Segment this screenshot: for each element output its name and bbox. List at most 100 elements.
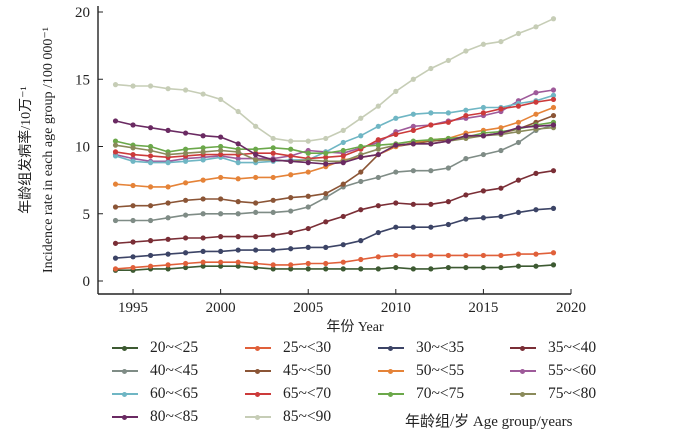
- data-point: [112, 266, 119, 272]
- data-point: [200, 91, 206, 97]
- legend-label: 85~<90: [283, 408, 332, 425]
- data-point: [235, 156, 241, 162]
- x-tick-label: 2020: [556, 300, 586, 316]
- series-20~<25: [112, 262, 557, 273]
- data-point: [112, 153, 119, 159]
- data-point: [165, 86, 171, 92]
- legend-swatch: [510, 366, 536, 376]
- data-point: [130, 182, 136, 189]
- legend-item: 50~<55: [378, 361, 464, 381]
- data-point: [445, 252, 451, 259]
- data-point: [112, 138, 119, 144]
- data-point: [375, 146, 381, 152]
- data-point: [393, 200, 399, 206]
- series-line: [115, 124, 554, 222]
- data-point: [428, 201, 434, 207]
- data-point: [112, 142, 119, 148]
- data-point: [235, 259, 241, 265]
- legend-label: 25~<30: [283, 339, 332, 356]
- data-point: [410, 127, 416, 133]
- data-point: [463, 156, 469, 162]
- data-point: [253, 174, 259, 181]
- data-point: [305, 138, 311, 144]
- data-point: [147, 217, 154, 224]
- data-point: [550, 16, 557, 22]
- data-point: [498, 213, 504, 220]
- data-point: [253, 234, 259, 240]
- data-point: [112, 217, 119, 224]
- data-point: [410, 168, 416, 174]
- data-point: [323, 266, 329, 272]
- data-point: [445, 221, 451, 228]
- data-point: [515, 209, 522, 216]
- data-point: [463, 48, 469, 54]
- data-point: [218, 151, 224, 158]
- data-point: [340, 127, 346, 133]
- x-tick-label: 2015: [468, 300, 498, 316]
- data-point: [165, 151, 171, 158]
- legend-item: 45~<50: [245, 361, 331, 381]
- data-point: [340, 213, 346, 220]
- data-point: [550, 262, 557, 268]
- legend-swatch: [245, 366, 271, 376]
- y-tick-label: 10: [75, 140, 90, 156]
- legend-swatch: [378, 366, 404, 376]
- data-point: [270, 150, 276, 156]
- data-point: [428, 122, 434, 128]
- data-point: [358, 143, 364, 150]
- data-point: [182, 260, 189, 267]
- legend-label: 65~<70: [283, 385, 332, 402]
- data-point: [147, 125, 154, 131]
- data-point: [480, 252, 487, 259]
- legend-swatch: [112, 366, 138, 376]
- data-point: [393, 252, 399, 259]
- data-point: [515, 30, 522, 37]
- data-point: [165, 184, 171, 190]
- data-point: [375, 174, 381, 181]
- data-point: [130, 158, 136, 164]
- series-35~<40: [112, 168, 557, 246]
- data-point: [235, 247, 241, 253]
- data-point: [445, 199, 451, 205]
- data-point: [235, 160, 241, 166]
- data-point: [305, 204, 311, 210]
- legend-item: 30~<35: [378, 338, 464, 358]
- data-point: [253, 247, 259, 253]
- data-point: [428, 137, 434, 143]
- data-point: [498, 264, 504, 271]
- data-point: [358, 207, 364, 213]
- data-point: [218, 96, 224, 103]
- data-point: [498, 106, 504, 112]
- data-point: [323, 260, 329, 267]
- data-point: [515, 119, 522, 125]
- data-point: [375, 151, 381, 158]
- data-point: [112, 204, 119, 210]
- data-point: [358, 256, 364, 263]
- data-point: [375, 203, 381, 209]
- y-axis-label-cn: 年龄组发病率/10万⁻¹: [17, 86, 34, 213]
- data-point: [147, 203, 154, 209]
- data-point: [358, 178, 364, 185]
- data-point: [463, 216, 469, 222]
- data-point: [200, 235, 206, 241]
- data-point: [305, 150, 311, 156]
- data-point: [340, 266, 346, 272]
- data-point: [533, 207, 539, 213]
- data-point: [340, 153, 346, 159]
- legend-item: 65~<70: [245, 384, 331, 404]
- data-point: [445, 110, 451, 116]
- data-point: [445, 138, 451, 144]
- data-point: [550, 122, 557, 128]
- data-point: [147, 147, 154, 154]
- data-point: [410, 123, 416, 129]
- legend-swatch: [245, 412, 271, 422]
- data-point: [130, 203, 136, 209]
- data-point: [182, 150, 189, 156]
- legend-swatch: [245, 343, 271, 353]
- data-point: [463, 112, 469, 119]
- data-point: [533, 251, 539, 257]
- data-point: [200, 133, 206, 139]
- data-point: [130, 239, 136, 245]
- data-point: [305, 160, 311, 166]
